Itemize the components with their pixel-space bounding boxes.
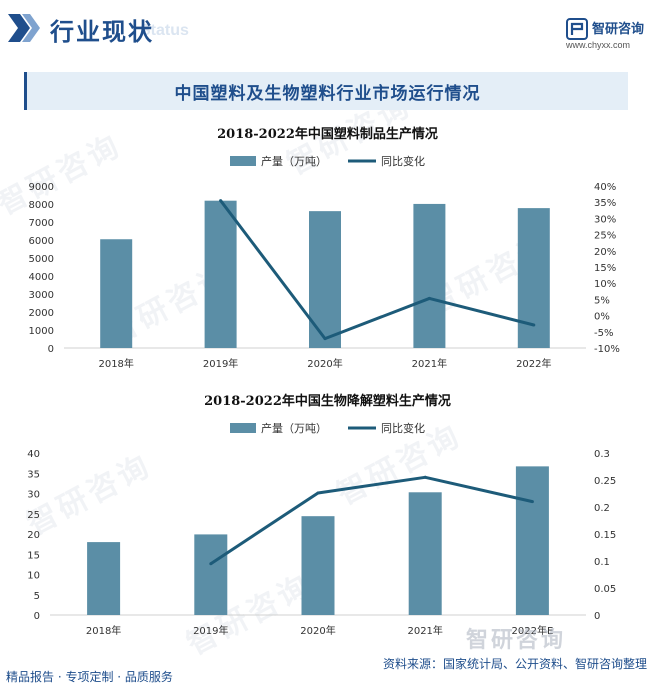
y2-tick-label: 15% [594,263,616,274]
y2-tick-label: 0.1 [594,557,610,568]
bar [408,492,442,615]
bar [204,200,237,348]
y-tick-label: 4000 [29,272,54,283]
y2-tick-label: 0% [594,312,610,323]
x-tick-label: 2020年 [307,357,342,370]
y2-tick-label: 5% [594,295,610,306]
plastic-products-chart: 产量（万吨） 同比变化 9000 8000 7000 6000 5000 4000 3000 20… [29,154,620,370]
y2-tick-label: 0.05 [594,584,616,595]
line-point [209,562,213,566]
bar [517,208,550,348]
x-tick-label: 2019年 [193,624,228,637]
y-tick-label: 35 [27,469,40,480]
y-tick-label: 6000 [29,236,54,247]
y2-tick-label: 0.3 [594,449,610,460]
chart-legend: 产量（万吨） 同比变化 [230,421,425,435]
line-point [532,323,536,327]
x-tick-label: 2022年 [516,357,551,370]
y2-tick-label: 0.25 [594,476,616,487]
bar [515,466,549,615]
brand-name: 智研咨询 [592,22,645,37]
y-tick-label: 30 [27,490,40,501]
chart-legend: 产量（万吨） 同比变化 [230,154,425,168]
section-banner-title: 中国塑料及生物塑料行业市场运行情况 [174,83,481,104]
y2-tick-label: 0.15 [594,530,616,541]
legend-label: 产量（万吨） [261,421,327,435]
legend-label: 同比变化 [381,154,425,168]
y2-tick-label: 25% [594,231,616,242]
line-series [219,199,535,341]
line-point [530,500,534,504]
line-point [316,491,320,495]
bar [301,516,335,615]
bar [100,239,133,348]
y2-tick-label: 10% [594,279,616,290]
footer-logo: 智研咨询 [466,628,567,653]
x-tick-label: 2021年 [407,624,442,637]
x-tick-label: 2019年 [203,357,238,370]
y-tick-label: 15 [27,550,40,561]
chart-title: 2018-2022年中国生物降解塑料生产情况 [204,394,451,409]
x-tick-label: 2018年 [98,357,133,370]
y-tick-label: 25 [27,510,40,521]
biodegradable-plastic-chart: 产量（万吨） 同比变化 40 35 30 25 20 15 10 5 0 0.3 0.25 0.2 0.15… [27,421,616,637]
y-tick-label: 8000 [29,200,54,211]
y-tick-label: 5 [34,591,40,602]
line-point [427,296,431,300]
y-tick-label: 5000 [29,254,54,265]
y-tick-label: 40 [27,449,40,460]
y2-tick-label: 0 [594,611,600,622]
bar [413,203,446,348]
section-banner: 中国塑料及生物塑料行业市场运行情况 [24,72,628,110]
bar [194,534,228,615]
legend-label: 同比变化 [381,421,425,435]
y-tick-label: 10 [27,571,40,582]
y2-tick-label: -10% [594,344,620,355]
y2-tick-label: 30% [594,214,616,225]
header-subtitle: Status [140,22,189,39]
y-tick-label: 9000 [29,182,54,193]
page-footer: 智研咨询 资料来源：国家统计局、公开资料、智研咨询整理 精品报告 · 专项定制 … [0,628,655,688]
page-title: 行业现状 [50,18,154,46]
x-tick-label: 2020年 [300,624,335,637]
x-tick-label: 2021年 [412,357,447,370]
brand-url[interactable]: www.chyxx.com [566,40,631,50]
line-point [219,199,223,203]
chevron-right-icon [8,14,40,42]
bar [309,211,341,348]
y-tick-label: 2000 [29,308,54,319]
y2-tick-label: 40% [594,182,616,193]
x-tick-label: 2018年 [86,624,121,637]
page-header: Status 行业现状 智研咨询 www.chyxx.com [0,0,655,60]
y-tick-label: 0 [48,344,54,355]
y-tick-label: 20 [27,530,40,541]
y-tick-label: 0 [34,611,40,622]
bar [87,542,121,615]
y2-tick-label: 0.2 [594,503,610,514]
y-tick-label: 1000 [29,326,54,337]
y-tick-label: 7000 [29,218,54,229]
brand-logo-icon [566,18,588,40]
line-series [209,475,533,565]
y2-tick-label: 35% [594,198,616,209]
line-point [423,475,427,479]
source-note: 资料来源：国家统计局、公开资料、智研咨询整理 [382,657,647,671]
legend-bar-swatch [230,156,256,166]
y2-tick-label: 20% [594,247,616,258]
footer-slogan: 精品报告 · 专项定制 · 品质服务 [6,670,173,684]
y2-tick-label: -5% [594,328,613,339]
line-point [323,337,327,341]
x-tick-label: 2022年E [512,624,554,637]
y-tick-label: 3000 [29,290,54,301]
legend-bar-swatch [230,423,256,433]
legend-label: 产量（万吨） [261,154,327,168]
chart-title: 2018-2022年中国塑料制品生产情况 [217,127,438,142]
